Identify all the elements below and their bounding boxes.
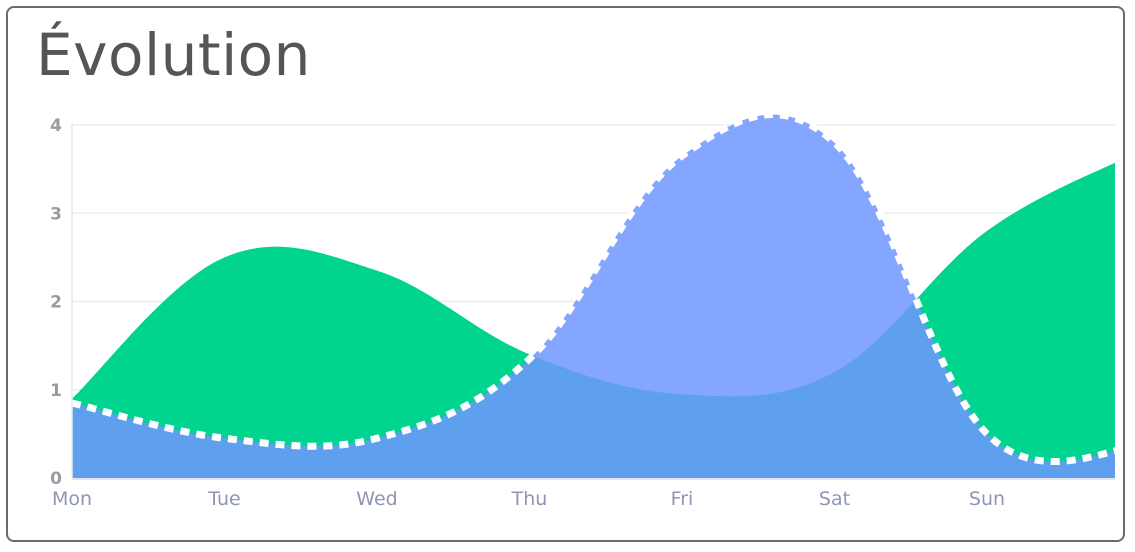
- series-2-dashed-line: [72, 111, 1115, 465]
- y-tick-label: 1: [50, 381, 62, 401]
- x-tick-label: Thu: [511, 488, 548, 510]
- x-tick-label: Tue: [207, 488, 240, 510]
- x-tick-label: Fri: [671, 488, 694, 510]
- series-2-area: [72, 114, 1115, 478]
- x-tick-label: Sun: [969, 488, 1005, 510]
- axis-layer: 0 1 2 3 4 Mon Tue Wed Thu Fri Sat Sun: [50, 116, 1115, 510]
- x-tick-label: Wed: [356, 488, 397, 510]
- area-layer: [72, 114, 1115, 478]
- x-tick-label: Sat: [819, 488, 850, 510]
- outline-layer: [72, 111, 1115, 465]
- y-tick-label: 2: [50, 293, 62, 313]
- y-tick-label: 4: [50, 116, 62, 136]
- chart-title: Évolution: [36, 21, 311, 89]
- y-tick-label: 0: [50, 469, 62, 489]
- x-tick-label: Mon: [52, 488, 92, 510]
- y-tick-label: 3: [50, 204, 62, 224]
